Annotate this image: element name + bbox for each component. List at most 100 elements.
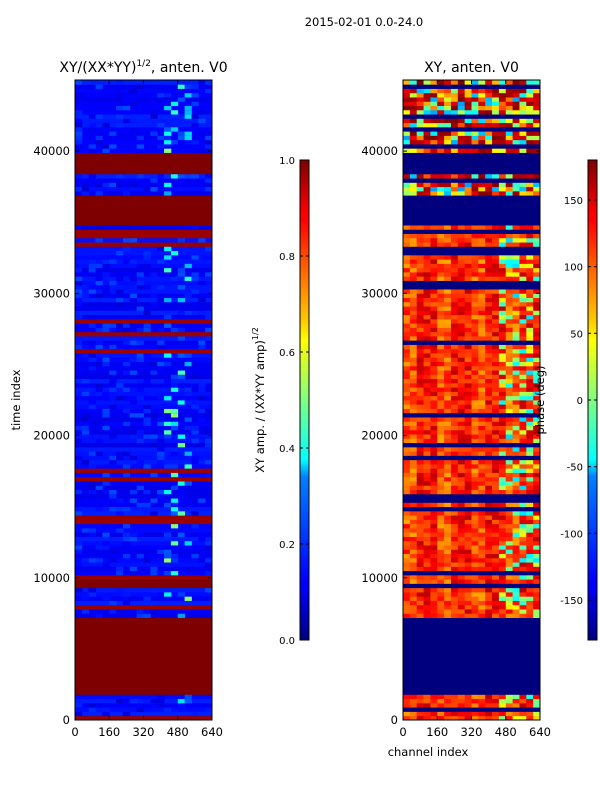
- heatmap-cell: [116, 609, 124, 614]
- heatmap-cell: [157, 489, 165, 495]
- heatmap-cell: [116, 455, 124, 461]
- heatmap-cell: [457, 562, 466, 567]
- heatmap-cell: [519, 118, 527, 124]
- heatmap-cell: [512, 459, 520, 465]
- heatmap-cell: [437, 331, 445, 337]
- heatmap-cell: [403, 237, 411, 243]
- heatmap-cell: [471, 604, 479, 610]
- heatmap-cell: [122, 105, 131, 111]
- heatmap-row: [403, 476, 540, 482]
- heatmap-cell: [512, 404, 520, 409]
- heatmap-cell: [416, 600, 424, 606]
- heatmap-cell: [430, 331, 438, 337]
- heatmap-cell: [533, 310, 540, 316]
- heatmap-cell: [457, 429, 466, 435]
- heatmap-cell: [416, 139, 424, 145]
- heatmap-cell: [191, 92, 199, 98]
- heatmap-cell: [437, 361, 445, 367]
- heatmap-cell: [205, 459, 212, 465]
- colorbar-tick-label: 1.0: [279, 156, 295, 167]
- heatmap-cell: [526, 519, 534, 525]
- heatmap-cell: [430, 293, 438, 298]
- heatmap-cell: [150, 702, 158, 708]
- heatmap-cell: [403, 178, 540, 183]
- heatmap-cell: [519, 92, 527, 98]
- heatmap-cell: [498, 293, 507, 298]
- heatmap-cell: [170, 451, 179, 456]
- heatmap-row: [75, 532, 212, 537]
- heatmap-band: [75, 161, 212, 166]
- heatmap-cell: [485, 378, 493, 384]
- heatmap-cell: [505, 545, 513, 550]
- heatmap-row: [75, 208, 212, 213]
- heatmap-row: [75, 301, 212, 307]
- heatmap-cell: [416, 425, 424, 431]
- heatmap-cell: [444, 451, 452, 456]
- heatmap-cell: [464, 549, 472, 554]
- heatmap-cell: [464, 306, 472, 311]
- heatmap-cell: [505, 135, 513, 141]
- heatmap-cell: [533, 131, 540, 136]
- heatmap-cell: [150, 553, 158, 559]
- heatmap-cell: [533, 459, 540, 465]
- heatmap-row: [403, 357, 540, 362]
- heatmap-cell: [526, 297, 534, 303]
- heatmap-cell: [416, 587, 424, 593]
- heatmap-cell: [478, 148, 486, 153]
- heatmap-cell: [416, 476, 424, 482]
- heatmap-cell: [526, 408, 534, 414]
- heatmap-cell: [492, 109, 500, 115]
- heatmap-cell: [492, 451, 500, 456]
- heatmap-cell: [485, 532, 493, 537]
- heatmap-cell: [444, 609, 452, 614]
- heatmap-cell: [444, 613, 452, 618]
- heatmap-cell: [75, 506, 212, 512]
- heatmap-cell: [478, 118, 486, 124]
- heatmap-row: [403, 638, 540, 644]
- heatmap-row: [403, 203, 540, 209]
- heatmap-row: [75, 139, 212, 145]
- heatmap-cell: [205, 545, 212, 550]
- heatmap-row: [403, 408, 540, 414]
- heatmap-cell: [478, 105, 486, 111]
- heatmap-cell: [492, 549, 500, 554]
- heatmap-cell: [478, 596, 486, 601]
- heatmap-cell: [526, 476, 534, 482]
- heatmap-cell: [423, 609, 431, 614]
- heatmap-cell: [492, 485, 500, 490]
- heatmap-cell: [505, 574, 513, 580]
- heatmap-cell: [164, 553, 172, 559]
- heatmap-cell: [403, 88, 411, 94]
- heatmap-cell: [526, 173, 534, 179]
- heatmap-cell: [498, 101, 507, 106]
- heatmap-cell: [444, 331, 452, 337]
- heatmap-cell: [184, 464, 192, 469]
- heatmap-cell: [450, 459, 459, 465]
- heatmap-cell: [444, 344, 452, 350]
- heatmap-cell: [533, 711, 540, 717]
- heatmap-row: [403, 208, 540, 213]
- phase-plot-title: XY, anten. V0: [424, 60, 519, 76]
- heatmap-cell: [533, 306, 540, 311]
- heatmap-cell: [177, 532, 185, 537]
- heatmap-cell: [423, 485, 431, 490]
- heatmap-cell: [403, 186, 411, 192]
- heatmap-cell: [403, 276, 411, 281]
- heatmap-cell: [519, 310, 527, 316]
- heatmap-cell: [170, 464, 179, 469]
- heatmap-cell: [403, 254, 411, 260]
- heatmap-cell: [423, 276, 431, 281]
- heatmap-cell: [498, 417, 507, 422]
- heatmap-cell: [505, 715, 513, 720]
- heatmap-cell: [177, 237, 185, 243]
- heatmap-cell: [505, 336, 513, 341]
- heatmap-cell: [416, 353, 424, 358]
- x-tick-label: 0: [71, 725, 78, 739]
- heatmap-cell: [403, 340, 540, 345]
- heatmap-cell: [471, 131, 479, 136]
- heatmap-cell: [109, 280, 117, 286]
- heatmap-cell: [416, 532, 424, 537]
- heatmap-cell: [122, 190, 131, 196]
- heatmap-cell: [471, 182, 479, 188]
- heatmap-row: [75, 361, 212, 367]
